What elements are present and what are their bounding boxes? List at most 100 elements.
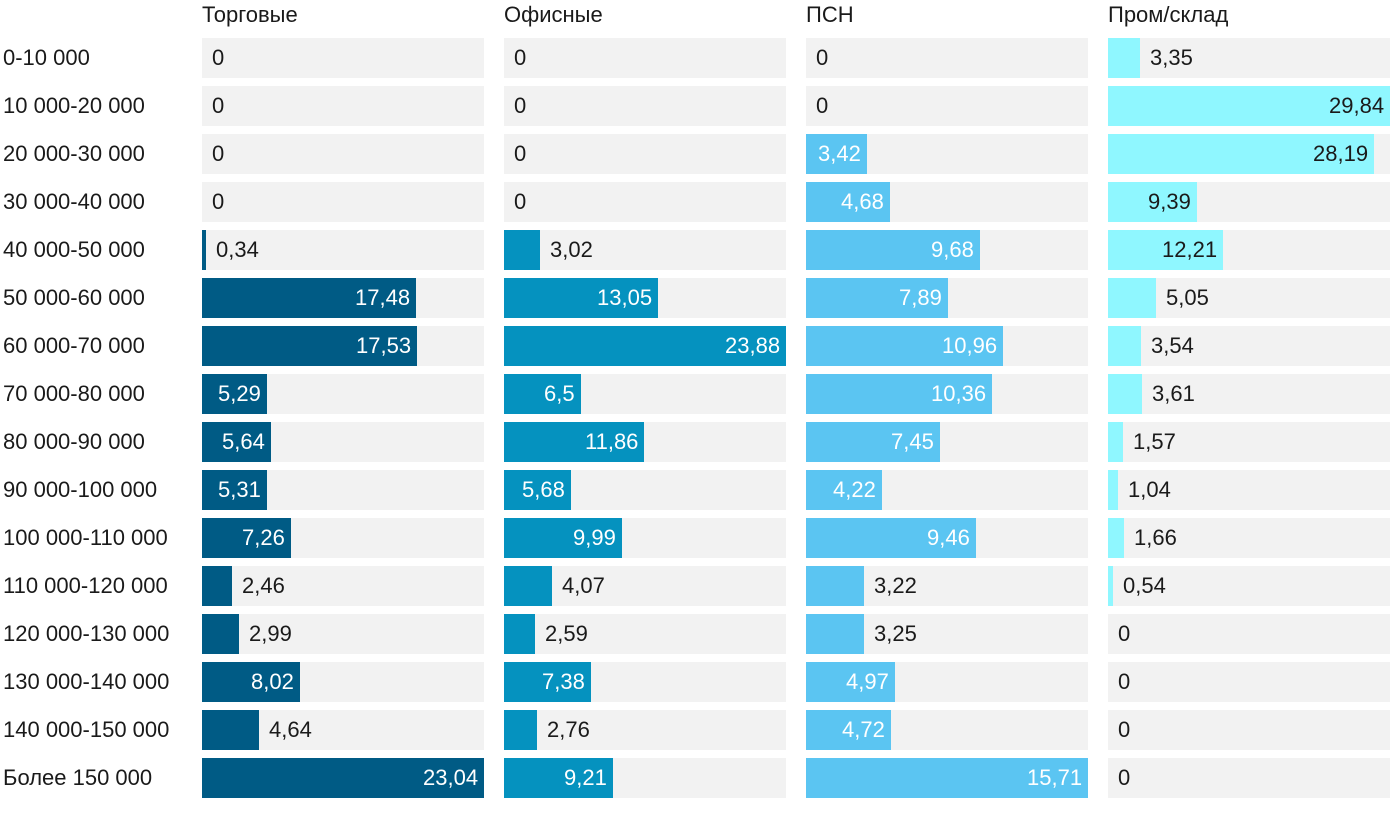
bar (806, 662, 895, 702)
bar (806, 566, 864, 606)
bar (504, 278, 658, 318)
data-label: 6,5 (544, 381, 575, 406)
bar (202, 230, 206, 270)
data-label: 2,99 (249, 621, 292, 646)
category-label: 20 000-30 000 (3, 141, 145, 166)
data-label: 0 (1118, 669, 1131, 694)
bar (202, 278, 416, 318)
bar-track (202, 230, 484, 270)
data-label: 3,35 (1150, 45, 1193, 70)
data-label: 17,53 (356, 333, 412, 358)
bar (1108, 566, 1113, 606)
data-label: 17,48 (355, 285, 411, 310)
bar-track (1108, 662, 1390, 702)
data-label: 3,02 (550, 237, 593, 262)
bar (504, 662, 591, 702)
data-label: 7,89 (899, 285, 942, 310)
data-label: 3,61 (1152, 381, 1195, 406)
category-label: 0-10 000 (3, 45, 90, 70)
bar (504, 566, 552, 606)
data-label: 1,66 (1134, 525, 1177, 550)
category-label: 130 000-140 000 (3, 669, 170, 694)
data-label: 0 (514, 189, 527, 214)
bar-track (806, 38, 1088, 78)
bar-track (202, 566, 484, 606)
bar-track (202, 38, 484, 78)
bar-track (504, 38, 786, 78)
data-label: 7,26 (242, 525, 285, 550)
bar-track (1108, 614, 1390, 654)
data-label: 3,22 (874, 573, 917, 598)
data-label: 0 (816, 93, 829, 118)
data-label: 2,76 (547, 717, 590, 742)
data-label: 4,68 (841, 189, 884, 214)
bar (806, 422, 940, 462)
bar (504, 614, 535, 654)
bar-track (504, 86, 786, 126)
bar (1108, 278, 1156, 318)
bar (806, 614, 864, 654)
bar-track (1108, 566, 1390, 606)
data-label: 5,64 (222, 429, 265, 454)
series-title: ПСН (806, 2, 854, 27)
bar (1108, 470, 1118, 510)
bar (202, 326, 417, 366)
bar (202, 566, 232, 606)
bar (202, 374, 267, 414)
bar (1108, 230, 1223, 270)
series-title: Торговые (202, 2, 298, 27)
bar-track (1108, 758, 1390, 798)
data-label: 5,68 (522, 477, 565, 502)
data-label: 0 (1118, 621, 1131, 646)
bar-track (1108, 470, 1390, 510)
category-label: 50 000-60 000 (3, 285, 145, 310)
data-label: 4,07 (562, 573, 605, 598)
category-label: 90 000-100 000 (3, 477, 158, 502)
bar (806, 374, 992, 414)
data-label: 0 (212, 189, 225, 214)
bar (504, 374, 581, 414)
bar (202, 518, 291, 558)
data-label: 13,05 (597, 285, 653, 310)
data-label: 9,46 (927, 525, 970, 550)
bar-track (1108, 326, 1390, 366)
bar-track (202, 134, 484, 174)
data-label: 28,19 (1313, 141, 1369, 166)
bar (1108, 182, 1197, 222)
bar (202, 470, 267, 510)
bar (202, 758, 484, 798)
bar-track (1108, 422, 1390, 462)
bar (504, 470, 571, 510)
data-label: 0 (212, 93, 225, 118)
bar (1108, 86, 1390, 126)
category-label: 120 000-130 000 (3, 621, 170, 646)
bar-track (202, 182, 484, 222)
data-label: 12,21 (1162, 237, 1218, 262)
bar (1108, 134, 1374, 174)
bar-track (504, 182, 786, 222)
bar-track (504, 614, 786, 654)
bar (504, 230, 540, 270)
bar (806, 470, 882, 510)
bar (504, 758, 613, 798)
bar (1108, 38, 1140, 78)
bar (1108, 422, 1123, 462)
bar-track (504, 710, 786, 750)
data-label: 9,99 (573, 525, 616, 550)
bar-track (1108, 710, 1390, 750)
data-label: 4,64 (269, 717, 312, 742)
bar (806, 326, 1003, 366)
data-label: 10,96 (942, 333, 998, 358)
bar (806, 230, 980, 270)
bar (806, 134, 867, 174)
data-label: 8,02 (251, 669, 294, 694)
bar (202, 710, 259, 750)
data-label: 0 (514, 141, 527, 166)
data-label: 9,68 (931, 237, 974, 262)
data-label: 5,29 (218, 381, 261, 406)
data-label: 2,59 (545, 621, 588, 646)
data-label: 2,46 (242, 573, 285, 598)
category-label: 140 000-150 000 (3, 717, 170, 742)
data-label: 1,04 (1128, 477, 1171, 502)
